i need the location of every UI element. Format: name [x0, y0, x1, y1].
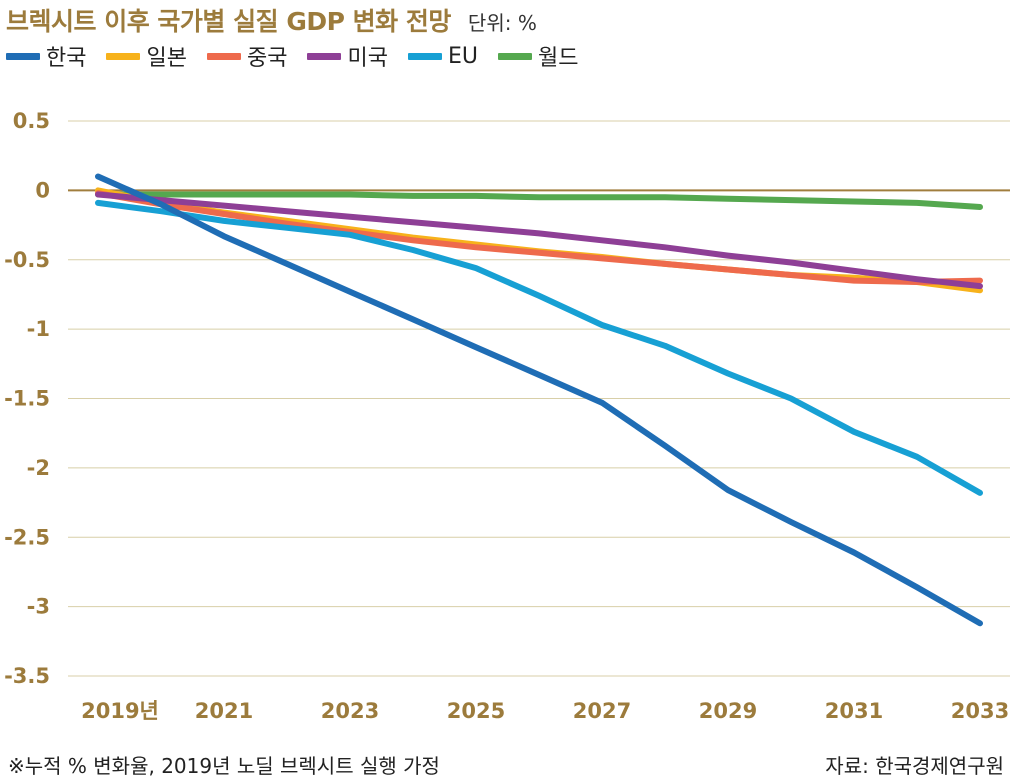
legend-swatch: [307, 52, 342, 60]
source-credit: 자료: 한국경제연구원: [825, 754, 1004, 778]
legend-swatch: [497, 52, 532, 60]
legend-swatch: [206, 52, 241, 60]
legend-swatch: [6, 52, 40, 60]
legend-label: EU: [447, 43, 478, 69]
legend-item: 월드: [497, 40, 579, 72]
y-tick-label: 0: [35, 178, 50, 202]
legend-label: 한국: [46, 46, 87, 71]
footnote: ※누적 % 변화율, 2019년 노딜 브렉시트 실행 가정: [8, 754, 440, 778]
series-line-4: [95, 191, 983, 290]
y-tick-label: -2.5: [4, 525, 50, 549]
gridlines: [68, 120, 1010, 677]
x-tick-label: 2033: [951, 699, 1009, 723]
legend-item: 한국: [6, 40, 86, 72]
x-tick-label: 2023: [321, 699, 379, 723]
legend-swatch: [106, 52, 141, 60]
unit-label: 단위: %: [467, 11, 537, 35]
y-tick-label: -1.5: [4, 387, 50, 411]
legend-item: 미국: [307, 40, 388, 72]
series-line-5: [95, 199, 983, 496]
x-tick-label: 2025: [447, 699, 505, 723]
y-tick-label: -0.5: [4, 248, 50, 272]
x-tick-label: 2029: [699, 699, 757, 723]
legend-item: 일본: [106, 40, 187, 72]
series-line-1: [95, 173, 983, 627]
legend-label: 미국: [347, 46, 388, 71]
y-tick-label: 0.5: [13, 109, 50, 133]
title-row: 브렉시트 이후 국가별 실질 GDP 변화 전망 단위: %: [6, 2, 537, 38]
legend-swatch: [407, 52, 442, 60]
legend-item: 중국: [206, 40, 288, 72]
y-tick-label: -1: [27, 317, 50, 341]
x-tick-label: 2021: [195, 699, 253, 723]
series-line-6: [95, 191, 983, 210]
legend-item: EU: [407, 43, 478, 69]
x-tick-label: 2027: [573, 699, 631, 723]
x-tick-label: 2019년: [81, 699, 159, 723]
legend-label: 일본: [146, 46, 187, 71]
chart-title: 브렉시트 이후 국가별 실질 GDP 변화 전망: [6, 7, 451, 36]
legend-label: 월드: [537, 46, 579, 71]
series-line-3: [95, 190, 983, 285]
y-tick-label: -2: [27, 456, 50, 480]
x-tick-label: 2031: [825, 699, 883, 723]
y-tick-label: -3: [27, 595, 50, 619]
y-tick-label: -3.5: [4, 664, 50, 688]
legend-label: 중국: [246, 46, 288, 71]
legend: 한국 일본 중국 미국 EU 월드: [6, 40, 598, 72]
